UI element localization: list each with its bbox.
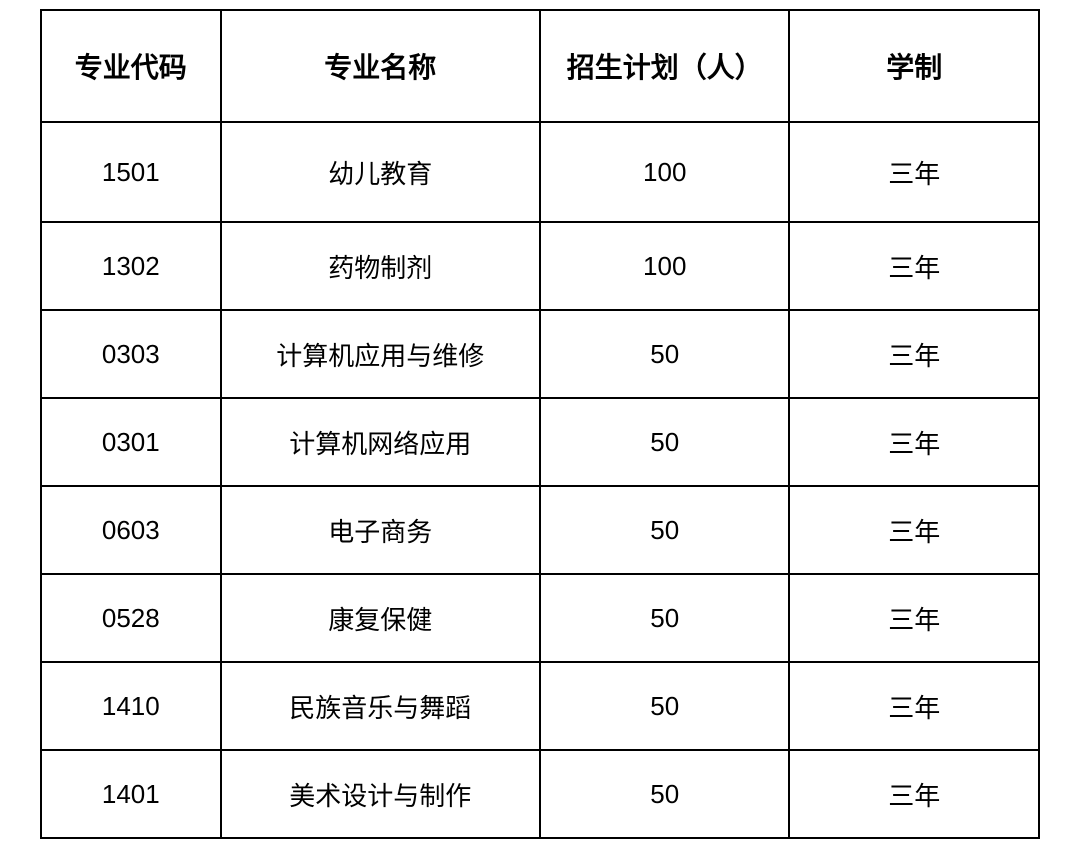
cell-name: 幼儿教育 [221, 122, 540, 222]
header-duration: 学制 [789, 10, 1039, 122]
table-row: 0303 计算机应用与维修 50 三年 [41, 310, 1039, 398]
cell-code: 0301 [41, 398, 221, 486]
cell-duration: 三年 [789, 662, 1039, 750]
cell-plan: 100 [540, 122, 790, 222]
header-code: 专业代码 [41, 10, 221, 122]
cell-code: 1501 [41, 122, 221, 222]
cell-duration: 三年 [789, 310, 1039, 398]
cell-name: 电子商务 [221, 486, 540, 574]
table-header-row: 专业代码 专业名称 招生计划（人） 学制 [41, 10, 1039, 122]
cell-name: 美术设计与制作 [221, 750, 540, 838]
cell-duration: 三年 [789, 122, 1039, 222]
cell-name: 计算机网络应用 [221, 398, 540, 486]
enrollment-table-container: 专业代码 专业名称 招生计划（人） 学制 1501 幼儿教育 100 三年 13… [40, 9, 1040, 839]
cell-plan: 50 [540, 574, 790, 662]
cell-duration: 三年 [789, 486, 1039, 574]
cell-duration: 三年 [789, 222, 1039, 310]
table-row: 0603 电子商务 50 三年 [41, 486, 1039, 574]
cell-duration: 三年 [789, 574, 1039, 662]
cell-plan: 50 [540, 398, 790, 486]
cell-code: 1302 [41, 222, 221, 310]
cell-duration: 三年 [789, 398, 1039, 486]
cell-plan: 50 [540, 486, 790, 574]
cell-plan: 50 [540, 662, 790, 750]
cell-plan: 100 [540, 222, 790, 310]
table-row: 0528 康复保健 50 三年 [41, 574, 1039, 662]
cell-code: 1401 [41, 750, 221, 838]
table-row: 1410 民族音乐与舞蹈 50 三年 [41, 662, 1039, 750]
cell-code: 1410 [41, 662, 221, 750]
cell-name: 计算机应用与维修 [221, 310, 540, 398]
table-row: 1401 美术设计与制作 50 三年 [41, 750, 1039, 838]
table-row: 1302 药物制剂 100 三年 [41, 222, 1039, 310]
enrollment-table: 专业代码 专业名称 招生计划（人） 学制 1501 幼儿教育 100 三年 13… [40, 9, 1040, 839]
header-plan: 招生计划（人） [540, 10, 790, 122]
cell-code: 0303 [41, 310, 221, 398]
cell-name: 康复保健 [221, 574, 540, 662]
header-name: 专业名称 [221, 10, 540, 122]
cell-name: 民族音乐与舞蹈 [221, 662, 540, 750]
table-row: 1501 幼儿教育 100 三年 [41, 122, 1039, 222]
cell-plan: 50 [540, 310, 790, 398]
cell-code: 0603 [41, 486, 221, 574]
table-row: 0301 计算机网络应用 50 三年 [41, 398, 1039, 486]
cell-name: 药物制剂 [221, 222, 540, 310]
cell-duration: 三年 [789, 750, 1039, 838]
cell-plan: 50 [540, 750, 790, 838]
cell-code: 0528 [41, 574, 221, 662]
